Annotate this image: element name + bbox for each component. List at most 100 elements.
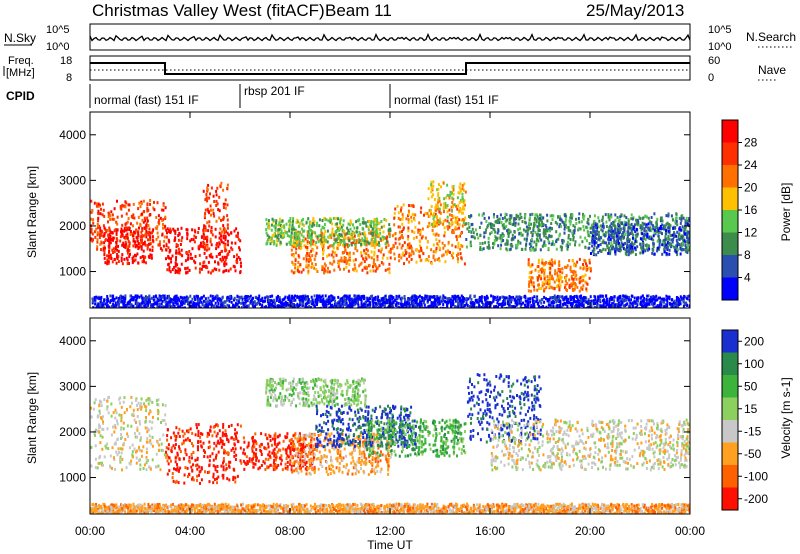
scatter-cell <box>608 249 611 253</box>
scatter-cell <box>388 295 390 299</box>
scatter-cell <box>146 243 149 247</box>
scatter-cell <box>686 240 689 243</box>
scatter-cell <box>157 235 160 239</box>
scatter-cell <box>185 271 188 275</box>
scatter-cell <box>132 237 135 241</box>
scatter-cell <box>341 243 344 247</box>
scatter-cell <box>686 222 689 226</box>
scatter-cell <box>503 226 506 230</box>
scatter-cell <box>524 220 526 224</box>
scatter-cell <box>601 294 604 298</box>
scatter-cell <box>407 220 410 224</box>
scatter-cell <box>295 230 298 234</box>
scatter-cell <box>623 224 626 228</box>
scatter-cell <box>111 260 114 264</box>
scatter-cell <box>430 195 433 199</box>
scatter-cell <box>617 301 620 305</box>
scatter-cell <box>463 199 466 203</box>
scatter-cell <box>300 219 303 223</box>
station-title: Christmas Valley West (fitACF) <box>92 1 325 20</box>
scatter-cell <box>549 262 552 266</box>
scatter-cell <box>667 235 670 239</box>
scatter-cell <box>99 203 101 207</box>
scatter-cell <box>310 236 313 240</box>
scatter-cell <box>542 305 545 308</box>
scatter-cell <box>590 299 593 303</box>
scatter-cell <box>293 296 296 300</box>
scatter-cell <box>316 303 318 307</box>
scatter-cell <box>609 224 612 228</box>
scatter-cell <box>439 295 442 299</box>
scatter-cell <box>297 260 300 264</box>
scatter-cell <box>537 276 540 280</box>
scatter-cell <box>103 250 106 253</box>
scatter-cell <box>112 306 115 308</box>
scatter-cell <box>501 234 504 238</box>
scatter-cell <box>373 240 376 244</box>
scatter-cell <box>574 243 576 247</box>
scatter-cell <box>101 202 104 206</box>
scatter-cell <box>151 304 154 308</box>
scatter-cell <box>629 226 632 230</box>
beam-label: Beam 11 <box>325 1 392 20</box>
scatter-cell <box>644 238 647 242</box>
scatter-cell <box>420 246 422 250</box>
scatter-cell <box>519 212 522 216</box>
scatter-cell <box>432 184 435 188</box>
scatter-cell <box>672 234 675 238</box>
scatter-cell <box>370 230 373 234</box>
scatter-cell <box>688 294 690 298</box>
scatter-cell <box>431 228 434 232</box>
scatter-cell <box>492 295 495 299</box>
scatter-cell <box>621 301 624 305</box>
scatter-cell <box>518 241 521 244</box>
scatter-cell <box>485 294 488 298</box>
scatter-cell <box>628 305 631 308</box>
scatter-cell <box>151 235 154 239</box>
scatter-cell <box>114 247 117 251</box>
scatter-cell <box>537 229 540 233</box>
scatter-cell <box>165 248 168 252</box>
scatter-cell <box>186 298 189 302</box>
scatter-cell <box>486 301 489 305</box>
scatter-cell <box>365 247 368 251</box>
scatter-cell <box>546 278 549 282</box>
scatter-cell <box>169 227 172 231</box>
nsky-tick-low: 10^0 <box>46 41 70 53</box>
scatter-cell <box>608 246 611 250</box>
scatter-cell <box>590 226 593 230</box>
scatter-cell <box>654 226 657 230</box>
scatter-cell <box>304 302 307 306</box>
scatter-cell <box>146 203 149 207</box>
scatter-cell <box>219 257 222 261</box>
scatter-cell <box>213 304 216 308</box>
scatter-cell <box>350 236 353 239</box>
scatter-cell <box>674 306 677 308</box>
scatter-cell <box>686 248 689 252</box>
scatter-cell <box>486 225 489 229</box>
scatter-cell <box>221 304 224 308</box>
scatter-cell <box>655 220 658 224</box>
scatter-cell <box>528 275 531 279</box>
scatter-cell <box>309 258 312 262</box>
scatter-cell <box>457 241 460 245</box>
scatter-cell <box>125 234 128 238</box>
scatter-cell <box>235 227 238 231</box>
scatter-cell <box>517 301 520 305</box>
scatter-cell <box>551 218 554 222</box>
scatter-cell <box>150 256 153 260</box>
scatter-cell <box>615 246 618 250</box>
scatter-cell <box>180 239 183 243</box>
scatter-cell <box>131 257 134 260</box>
scatter-cell <box>210 208 212 212</box>
scatter-cell <box>256 302 259 306</box>
scatter-cell <box>610 234 613 237</box>
scatter-cell <box>545 280 547 284</box>
scatter-cell <box>222 258 225 262</box>
scatter-cell <box>466 304 469 308</box>
scatter-cell <box>98 305 101 308</box>
scatter-cell <box>240 301 243 305</box>
scatter-cell <box>308 234 311 238</box>
scatter-cell <box>106 229 109 233</box>
scatter-cell <box>273 298 276 302</box>
